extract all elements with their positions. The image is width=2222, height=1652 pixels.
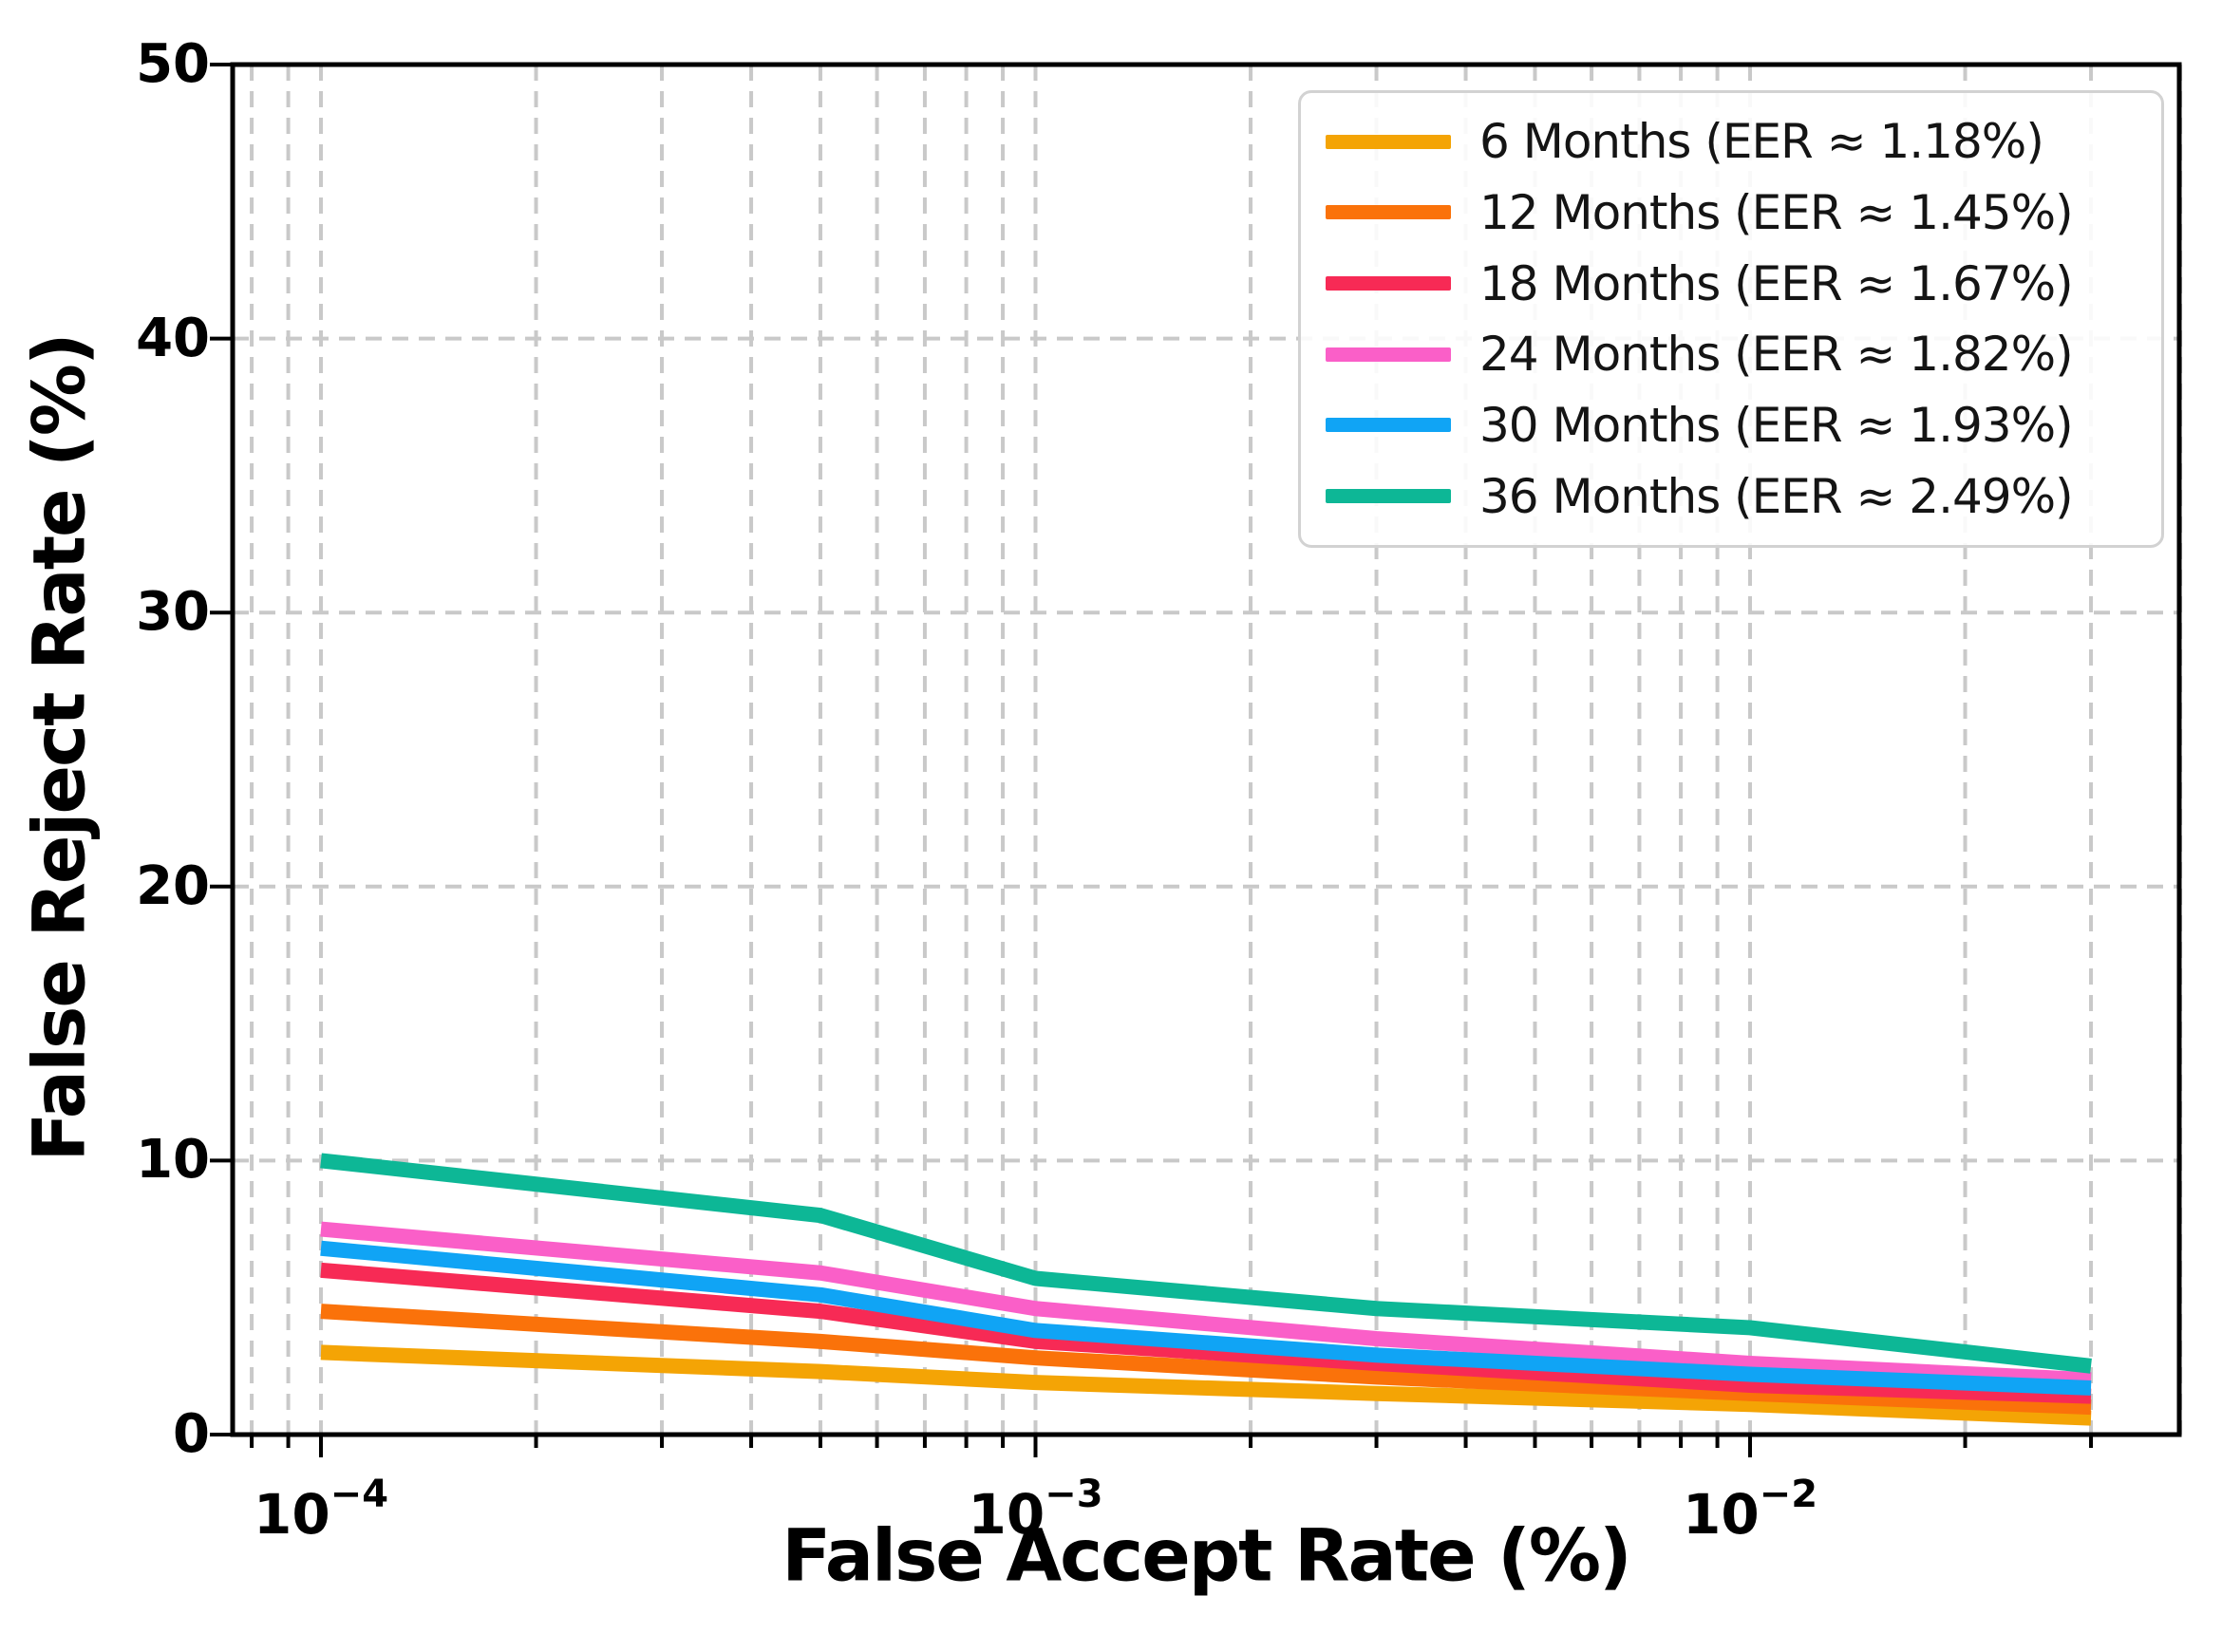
legend-label: 12 Months (EER ≈ 1.45%) [1479,184,2074,240]
legend-swatch-icon [1326,489,1451,504]
legend: 6 Months (EER ≈ 1.18%) 12 Months (EER ≈ 1… [1298,90,2164,548]
y-axis-title: False Reject Rate (%) [16,334,102,1162]
x-axis-title: False Accept Rate (%) [781,1512,1631,1598]
legend-item: 30 Months (EER ≈ 1.93%) [1326,398,2137,453]
series-line-30-months [320,1240,2092,1396]
legend-swatch-icon [1326,418,1451,433]
y-tick-label: 0 [173,1403,210,1465]
x-tick-label: 10−4 [253,1473,389,1547]
x-tick-label: 10−3 [968,1473,1103,1547]
legend-label: 36 Months (EER ≈ 2.49%) [1479,468,2074,524]
legend-label: 30 Months (EER ≈ 1.93%) [1479,397,2074,453]
series-line-18-months [320,1262,2092,1404]
legend-swatch-icon [1326,276,1451,291]
y-tick-label: 50 [136,33,210,95]
legend-item: 36 Months (EER ≈ 2.49%) [1326,469,2137,524]
y-tick-label: 10 [136,1129,210,1192]
x-tick-label: 10−2 [1682,1473,1818,1547]
legend-label: 6 Months (EER ≈ 1.18%) [1479,114,2044,170]
series-line-12-months [320,1304,2092,1416]
legend-swatch-icon [1326,347,1451,362]
series-line-24-months [320,1221,2092,1388]
legend-label: 24 Months (EER ≈ 1.82%) [1479,327,2074,383]
legend-item: 18 Months (EER ≈ 1.67%) [1326,256,2137,311]
series-line-36-months [320,1153,2092,1374]
legend-label: 18 Months (EER ≈ 1.67%) [1479,255,2074,311]
y-tick-label: 40 [136,307,210,369]
legend-swatch-icon [1326,205,1451,220]
plot-border [230,62,2182,1437]
legend-item: 12 Months (EER ≈ 1.45%) [1326,185,2137,240]
legend-item: 24 Months (EER ≈ 1.82%) [1326,327,2137,382]
y-tick-label: 30 [136,581,210,644]
y-tick-label: 20 [136,854,210,917]
series-line-6-months [320,1344,2092,1426]
legend-item: 6 Months (EER ≈ 1.18%) [1326,114,2137,169]
legend-swatch-icon [1326,134,1451,149]
